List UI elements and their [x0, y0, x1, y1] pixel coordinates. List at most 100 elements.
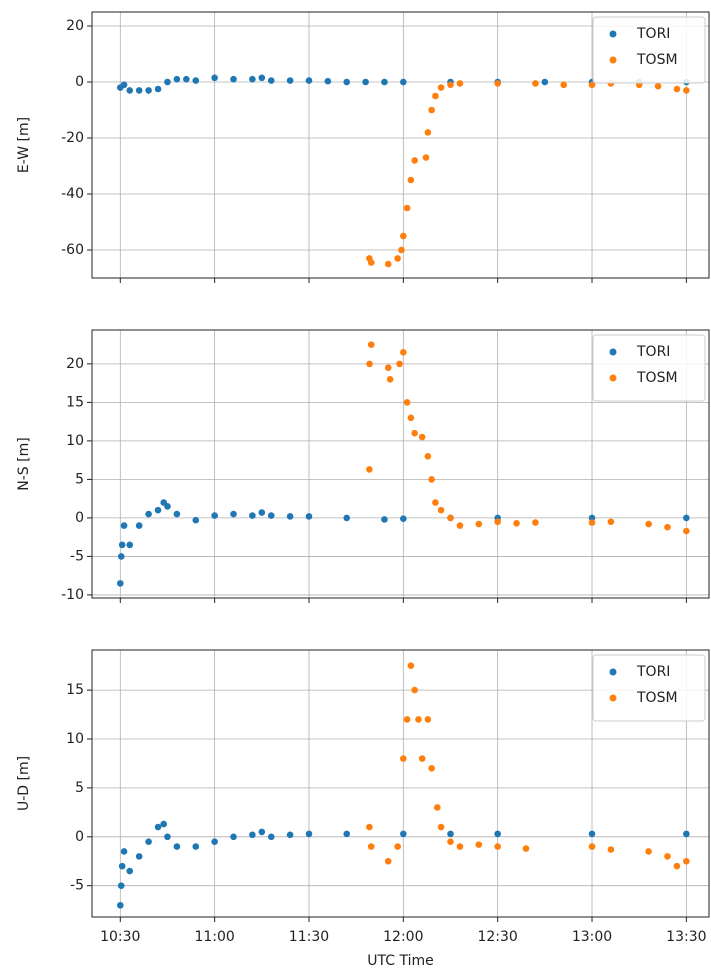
data-point [396, 360, 403, 368]
data-point [418, 755, 426, 762]
data-point [654, 82, 662, 90]
data-point [411, 686, 418, 694]
data-point [381, 516, 388, 523]
data-point [343, 78, 351, 86]
y-tick-label: 5 [75, 471, 84, 487]
legend-label: TOSM [636, 690, 678, 706]
data-point [230, 510, 237, 518]
data-point [475, 520, 483, 528]
axes-frame [91, 11, 710, 279]
legend-label: TORI [636, 664, 670, 680]
data-point [432, 499, 439, 506]
y-tick-label: 20 [66, 356, 84, 372]
data-point [664, 523, 671, 531]
data-point [588, 830, 596, 838]
data-point [267, 833, 275, 841]
data-point [249, 831, 256, 839]
axes-frame [91, 649, 710, 918]
plot-area [117, 662, 690, 909]
data-point [211, 838, 218, 845]
data-point [422, 154, 430, 161]
data-point [407, 414, 415, 422]
y-axis-label: U-D [m] [16, 756, 32, 811]
data-point [437, 823, 445, 831]
x-tick-label: 10:30 [100, 929, 140, 945]
data-point [494, 518, 501, 526]
data-point [664, 853, 671, 860]
data-point [418, 433, 426, 441]
data-point [400, 755, 407, 762]
data-point [447, 830, 454, 838]
data-point [366, 823, 373, 831]
data-point [588, 519, 596, 526]
data-point [192, 77, 200, 84]
y-tick-label: 0 [75, 74, 84, 90]
data-point [607, 846, 615, 853]
data-point [384, 857, 392, 865]
y-tick-label: -20 [61, 130, 84, 146]
data-point [267, 512, 275, 519]
plot-area [117, 74, 690, 268]
data-point [286, 77, 294, 84]
data-point [428, 476, 435, 483]
data-point [192, 516, 200, 524]
y-tick-label: 15 [66, 394, 84, 410]
data-point [249, 512, 256, 519]
data-point [135, 522, 143, 529]
data-point [118, 541, 126, 549]
data-point [367, 843, 375, 850]
data-point [126, 87, 134, 94]
data-point [120, 848, 128, 855]
data-point [437, 84, 445, 91]
data-point [447, 81, 454, 89]
data-point [126, 541, 134, 549]
data-point [494, 80, 501, 87]
data-point [683, 87, 690, 94]
data-point [367, 259, 375, 266]
data-point [120, 81, 128, 89]
data-point [400, 232, 407, 240]
data-point [230, 833, 237, 841]
data-point [400, 515, 407, 522]
data-point [447, 838, 454, 845]
y-axis-label: N-S [m] [16, 437, 32, 490]
data-point [286, 513, 294, 520]
data-point [588, 843, 596, 850]
y-tick-label: 5 [75, 780, 84, 796]
legend-label: TOSM [636, 370, 678, 386]
y-tick-label: 15 [66, 682, 84, 698]
x-tick-label: 13:30 [666, 929, 706, 945]
data-point [415, 716, 422, 723]
data-point [160, 820, 168, 828]
data-point [522, 845, 530, 852]
data-point [513, 519, 520, 527]
data-point [173, 75, 181, 83]
legend-marker [609, 56, 617, 64]
data-point [400, 78, 407, 86]
data-point [411, 157, 418, 164]
y-tick-label: 20 [66, 18, 84, 34]
data-point [407, 662, 415, 669]
data-point [343, 514, 351, 522]
data-point [683, 857, 690, 865]
data-point [560, 81, 568, 89]
data-point [532, 80, 539, 87]
x-tick-label: 13:00 [572, 929, 612, 945]
y-tick-label: -10 [61, 587, 84, 603]
data-point [145, 838, 152, 845]
data-point [258, 509, 266, 516]
data-point [230, 75, 237, 83]
data-point [258, 74, 266, 82]
legend-marker [609, 348, 617, 356]
data-point [120, 522, 128, 529]
legend-marker [609, 694, 617, 702]
data-point [173, 510, 181, 518]
y-tick-label: 10 [66, 433, 84, 449]
data-point [394, 255, 401, 262]
data-point [424, 129, 432, 136]
data-point [366, 360, 373, 368]
data-point [183, 75, 190, 83]
legend-marker [609, 668, 617, 676]
data-point [211, 512, 218, 519]
